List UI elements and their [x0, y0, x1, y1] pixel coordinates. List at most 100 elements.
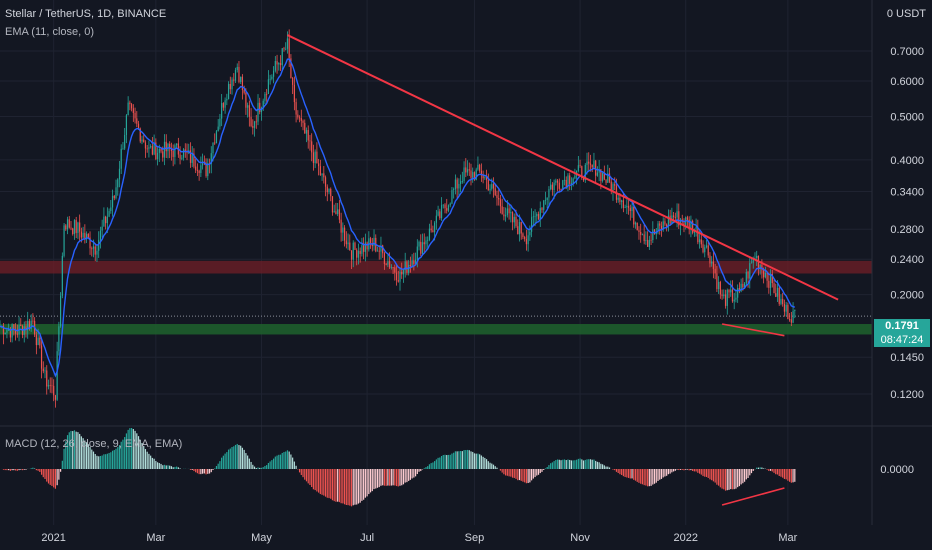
- candle-body: [240, 76, 242, 82]
- support-resistance-zones: [0, 260, 872, 335]
- candle-body: [363, 245, 365, 252]
- candle-body: [524, 237, 526, 239]
- candle-body: [664, 221, 666, 225]
- candle-body: [98, 239, 100, 251]
- macd-legend[interactable]: MACD (12, 26, close, 9, EMA, EMA): [5, 438, 183, 450]
- candle-body: [686, 217, 689, 220]
- candle-body: [172, 150, 174, 157]
- candle-body: [257, 102, 259, 122]
- candle-body: [163, 141, 166, 158]
- candle-body: [113, 195, 115, 199]
- y-tick-label: 0.3400: [890, 186, 924, 198]
- candle-body: [221, 103, 223, 119]
- candle-body: [23, 326, 25, 335]
- candle-body: [479, 164, 481, 171]
- candle-body: [338, 209, 340, 220]
- candle-body: [141, 139, 143, 142]
- candle-body: [105, 216, 107, 224]
- candle-body: [567, 175, 569, 188]
- x-tick-label: Jul: [360, 532, 374, 544]
- candle-body: [101, 226, 103, 231]
- candle-body: [397, 280, 399, 282]
- candle-body: [529, 231, 531, 236]
- candle-body: [608, 173, 611, 182]
- candle-body: [153, 142, 155, 155]
- candle-body: [562, 180, 564, 190]
- candle-body: [724, 294, 727, 306]
- y-tick-label: 0.2000: [890, 290, 924, 302]
- candle-body: [132, 108, 134, 113]
- candle-body: [690, 220, 692, 230]
- candle-body: [195, 166, 197, 171]
- candle-body: [224, 100, 226, 108]
- candle-body: [624, 207, 626, 209]
- candle-body: [558, 182, 560, 189]
- candle-body: [54, 395, 57, 400]
- candle-body: [766, 272, 768, 281]
- candle-body: [704, 247, 706, 253]
- candle-body: [640, 231, 642, 235]
- candle-body: [574, 175, 576, 179]
- candle-body: [423, 242, 425, 245]
- candle-body: [404, 261, 406, 271]
- candle-body: [548, 189, 550, 198]
- candle-body: [56, 351, 58, 400]
- candle-body: [648, 239, 650, 247]
- candle-body: [761, 265, 763, 270]
- candle-body: [506, 208, 508, 216]
- candle-body: [733, 299, 735, 302]
- candle-body: [754, 257, 756, 259]
- candle-body: [307, 130, 309, 141]
- candle-body: [111, 195, 114, 208]
- candle-body: [139, 128, 141, 142]
- candle-body: [390, 267, 392, 268]
- candle-body: [40, 345, 43, 369]
- symbol-title[interactable]: Stellar / TetherUS, 1D, BINANCE: [5, 8, 167, 20]
- candle-body: [63, 225, 65, 256]
- candle-body: [238, 66, 240, 82]
- candle-body: [551, 184, 553, 190]
- currency-button[interactable]: 0 USDT: [886, 8, 926, 20]
- candle-body: [376, 250, 379, 252]
- candle-body: [482, 175, 484, 179]
- candle-body: [475, 169, 477, 180]
- candle-body: [581, 166, 583, 178]
- candle-body: [148, 147, 150, 149]
- candle-body: [595, 160, 597, 176]
- candle-body: [89, 237, 91, 249]
- candle-body: [222, 103, 224, 108]
- candle-body: [278, 63, 280, 65]
- candle-body: [184, 149, 186, 151]
- candle-body: [47, 385, 50, 387]
- candle-body: [288, 38, 290, 59]
- candle-body: [411, 260, 413, 266]
- candle-body: [498, 197, 500, 200]
- candle-body: [37, 337, 39, 346]
- candle-body: [614, 184, 616, 186]
- candle-body: [572, 178, 574, 184]
- candle-body: [491, 184, 493, 189]
- candle-body: [182, 149, 185, 158]
- candle-body: [49, 385, 51, 386]
- candle-body: [652, 229, 654, 241]
- candle-body: [721, 294, 723, 297]
- candle-body: [619, 197, 621, 202]
- candle-body: [349, 242, 351, 251]
- candle-body: [672, 215, 675, 218]
- candle-body: [146, 148, 148, 150]
- ema-legend[interactable]: EMA (11, close, 0): [5, 26, 95, 38]
- candle-body: [603, 173, 605, 180]
- candle-body: [711, 261, 713, 264]
- candle-body: [776, 287, 779, 297]
- candle-body: [127, 102, 129, 116]
- candle-body: [735, 297, 737, 300]
- candle-body: [333, 211, 335, 213]
- candle-body: [612, 184, 614, 192]
- candle-body: [99, 230, 102, 240]
- candle-body: [413, 260, 415, 264]
- candle-body: [742, 283, 744, 288]
- candle-body: [347, 242, 349, 245]
- candle-body: [513, 216, 515, 223]
- candle-body: [6, 329, 8, 333]
